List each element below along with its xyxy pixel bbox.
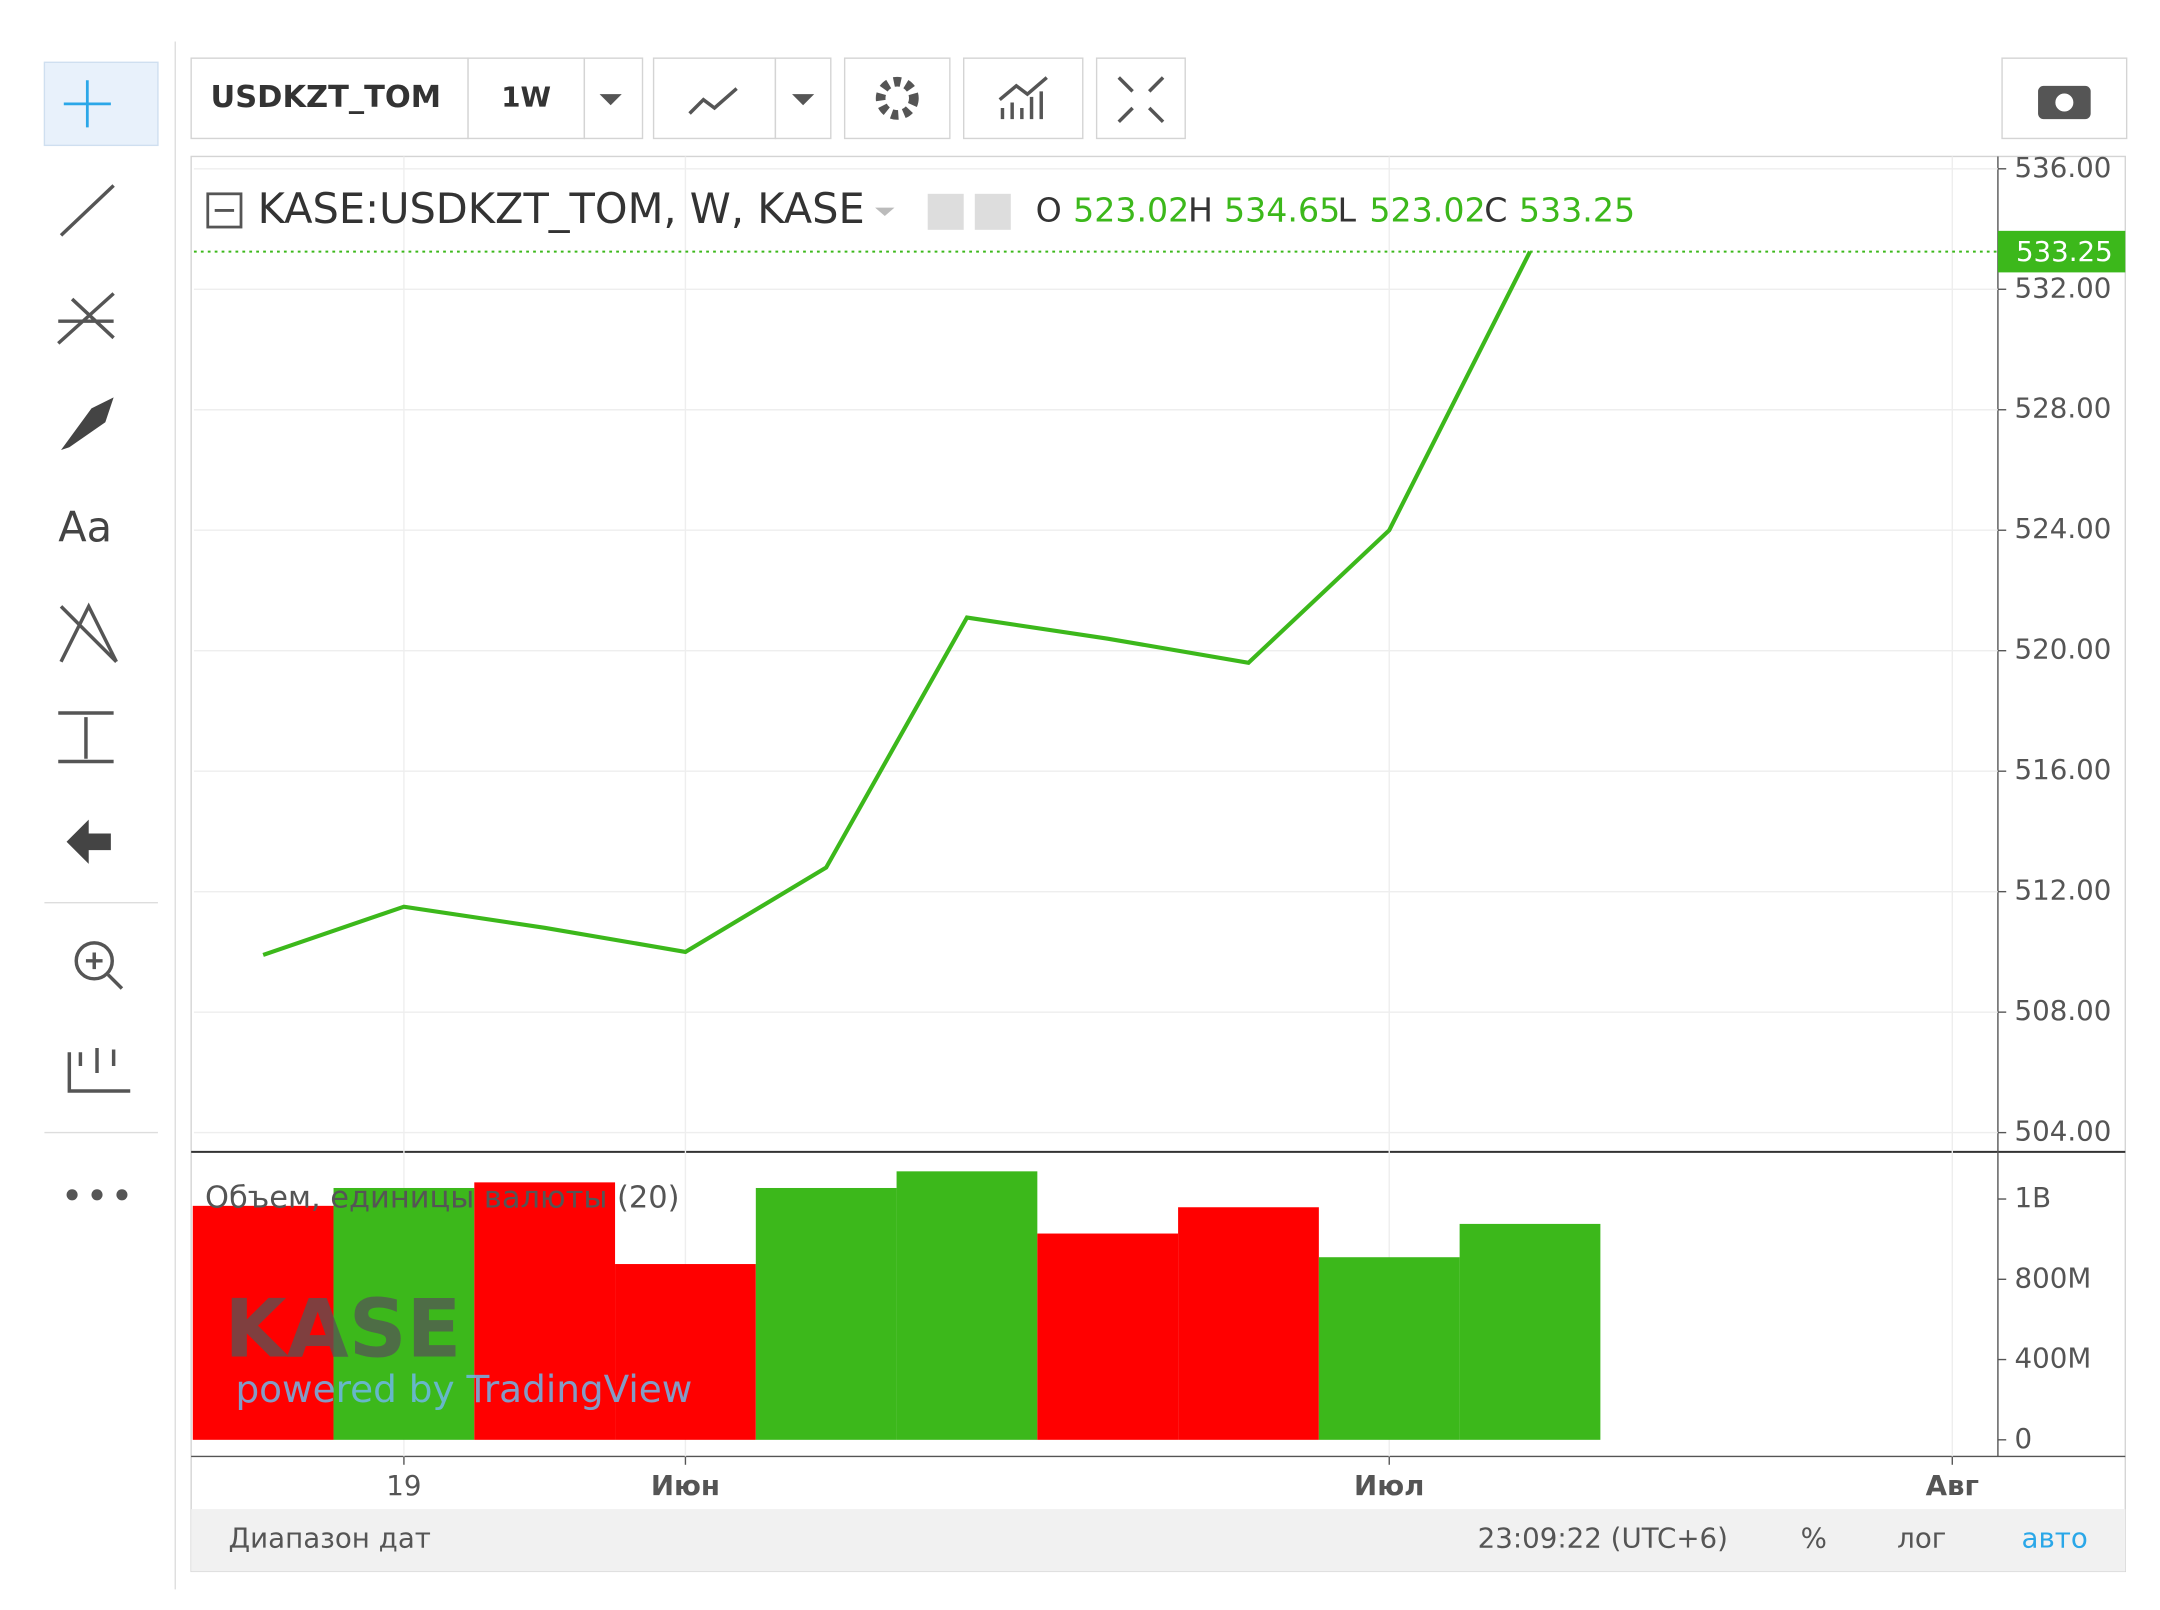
indicators-icon	[998, 76, 1048, 120]
zoom-icon	[85, 952, 124, 990]
volume-bar	[1037, 1233, 1179, 1440]
auto-toggle[interactable]: авто	[2022, 1522, 2088, 1555]
volume-bar	[192, 1205, 334, 1440]
ohlc-label: C	[1484, 190, 1507, 229]
series-title: KASE:USDKZT_TOM, W, KASE	[258, 184, 865, 233]
plot: 19 Июн Июл Авг 504.00 508.00 512.00 516.00 520.0…	[192, 151, 2126, 1502]
y-tick-label: 512.00	[2015, 874, 2112, 907]
y-tick-label: 1B	[2015, 1181, 2052, 1214]
x-tick-label: Июн	[651, 1469, 720, 1502]
y-tick-label: 400M	[2015, 1342, 2092, 1375]
measure-tool[interactable]	[58, 711, 114, 764]
volume-bar	[1318, 1257, 1460, 1440]
footer	[191, 1509, 2126, 1572]
brush-tool[interactable]	[61, 397, 114, 450]
ohlc-value: 523.02	[1369, 190, 1485, 229]
y-tick-label: 524.00	[2015, 512, 2112, 545]
last-price-label: 533.25	[2016, 235, 2113, 268]
caret	[875, 207, 895, 216]
volume-bar	[1459, 1223, 1601, 1440]
y-tick-label: 532.00	[2015, 271, 2112, 304]
settings-button[interactable]	[843, 57, 951, 140]
pattern-tool[interactable]	[59, 602, 118, 664]
trendline-tool[interactable]	[59, 184, 115, 237]
y-tick-label: 504.00	[2015, 1115, 2112, 1148]
log-toggle[interactable]: лог	[1897, 1522, 1946, 1555]
x-tick-label: 19	[386, 1469, 421, 1502]
y-tick-label: 520.00	[2015, 633, 2112, 666]
volume-bar	[615, 1264, 756, 1440]
sidebar-border	[174, 41, 176, 1590]
ruler-tool[interactable]	[67, 1048, 131, 1093]
y-tick-label: 516.00	[2015, 753, 2112, 786]
volume-bar	[896, 1171, 1038, 1440]
visibility-button[interactable]	[927, 193, 964, 230]
interval: 1W	[501, 80, 551, 113]
fullscreen-icon	[1117, 76, 1165, 124]
pitchfork-tool[interactable]	[57, 292, 115, 345]
volume-bar	[1178, 1207, 1319, 1440]
camera-lens	[2051, 89, 2078, 116]
y-tick-label: 528.00	[2015, 392, 2112, 425]
volume-bar	[474, 1182, 616, 1440]
ohlc-label: L	[1338, 190, 1357, 229]
last-price-tag	[1997, 230, 2126, 273]
crosshair-icon	[63, 80, 111, 128]
fullscreen-button[interactable]	[1095, 57, 1186, 140]
price-line	[262, 250, 1532, 957]
date-range[interactable]: Диапазон дат	[229, 1522, 431, 1555]
ohlc-label: H	[1188, 190, 1213, 229]
percent-toggle[interactable]: %	[1801, 1522, 1827, 1555]
ohlc-value: 533.25	[1519, 190, 1635, 229]
watermark-logo: KASE	[224, 1282, 461, 1376]
collapse-button[interactable]	[206, 192, 243, 229]
volume-bar	[755, 1187, 897, 1440]
y-tick-label: 536.00	[2015, 151, 2112, 184]
settings-button[interactable]	[974, 193, 1011, 230]
back-tool[interactable]	[66, 819, 111, 864]
volume-bar	[333, 1187, 475, 1440]
caret	[599, 94, 622, 106]
ohlc-value: 534.65	[1224, 190, 1340, 229]
chart-style-button[interactable]	[652, 57, 777, 140]
zoom-tool[interactable]	[74, 941, 114, 981]
overlay: Объем, единицы валюты (20) KASE powered …	[205, 1180, 692, 1410]
indicators-button[interactable]	[963, 57, 1084, 140]
clock: 23:09:22 (UTC+6)	[1478, 1522, 1728, 1555]
symbol: USDKZT_TOM	[211, 80, 441, 115]
y-tick-label: 0	[2015, 1422, 2033, 1455]
ohlc-value: 523.02	[1073, 190, 1189, 229]
text-tool[interactable]: Aa	[58, 502, 112, 551]
gear-icon	[875, 76, 919, 120]
volume-title: Объем, единицы валюты (20)	[205, 1180, 680, 1215]
more-tools[interactable]	[66, 1189, 128, 1201]
x-tick-label: Июл	[1354, 1469, 1424, 1502]
y-tick-label: 508.00	[2015, 994, 2112, 1027]
caret	[792, 94, 815, 106]
line-icon	[688, 87, 738, 115]
x-tick-label: Авг	[1926, 1469, 1979, 1502]
ohlc-label: O	[1036, 190, 1062, 229]
y-tick-label: 800M	[2015, 1261, 2092, 1294]
watermark-text: powered by TradingView	[235, 1367, 692, 1411]
symbol-button[interactable]	[190, 57, 469, 140]
